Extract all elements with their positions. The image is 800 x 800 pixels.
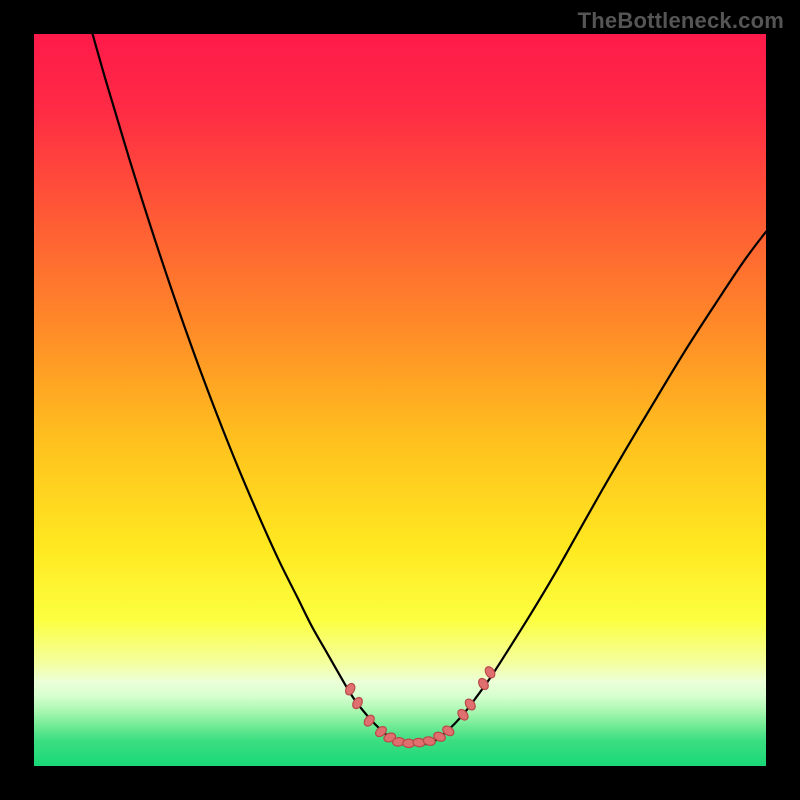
watermark-text: TheBottleneck.com: [578, 8, 784, 34]
chart-root: TheBottleneck.com: [0, 0, 800, 800]
chart-svg: [0, 0, 800, 800]
